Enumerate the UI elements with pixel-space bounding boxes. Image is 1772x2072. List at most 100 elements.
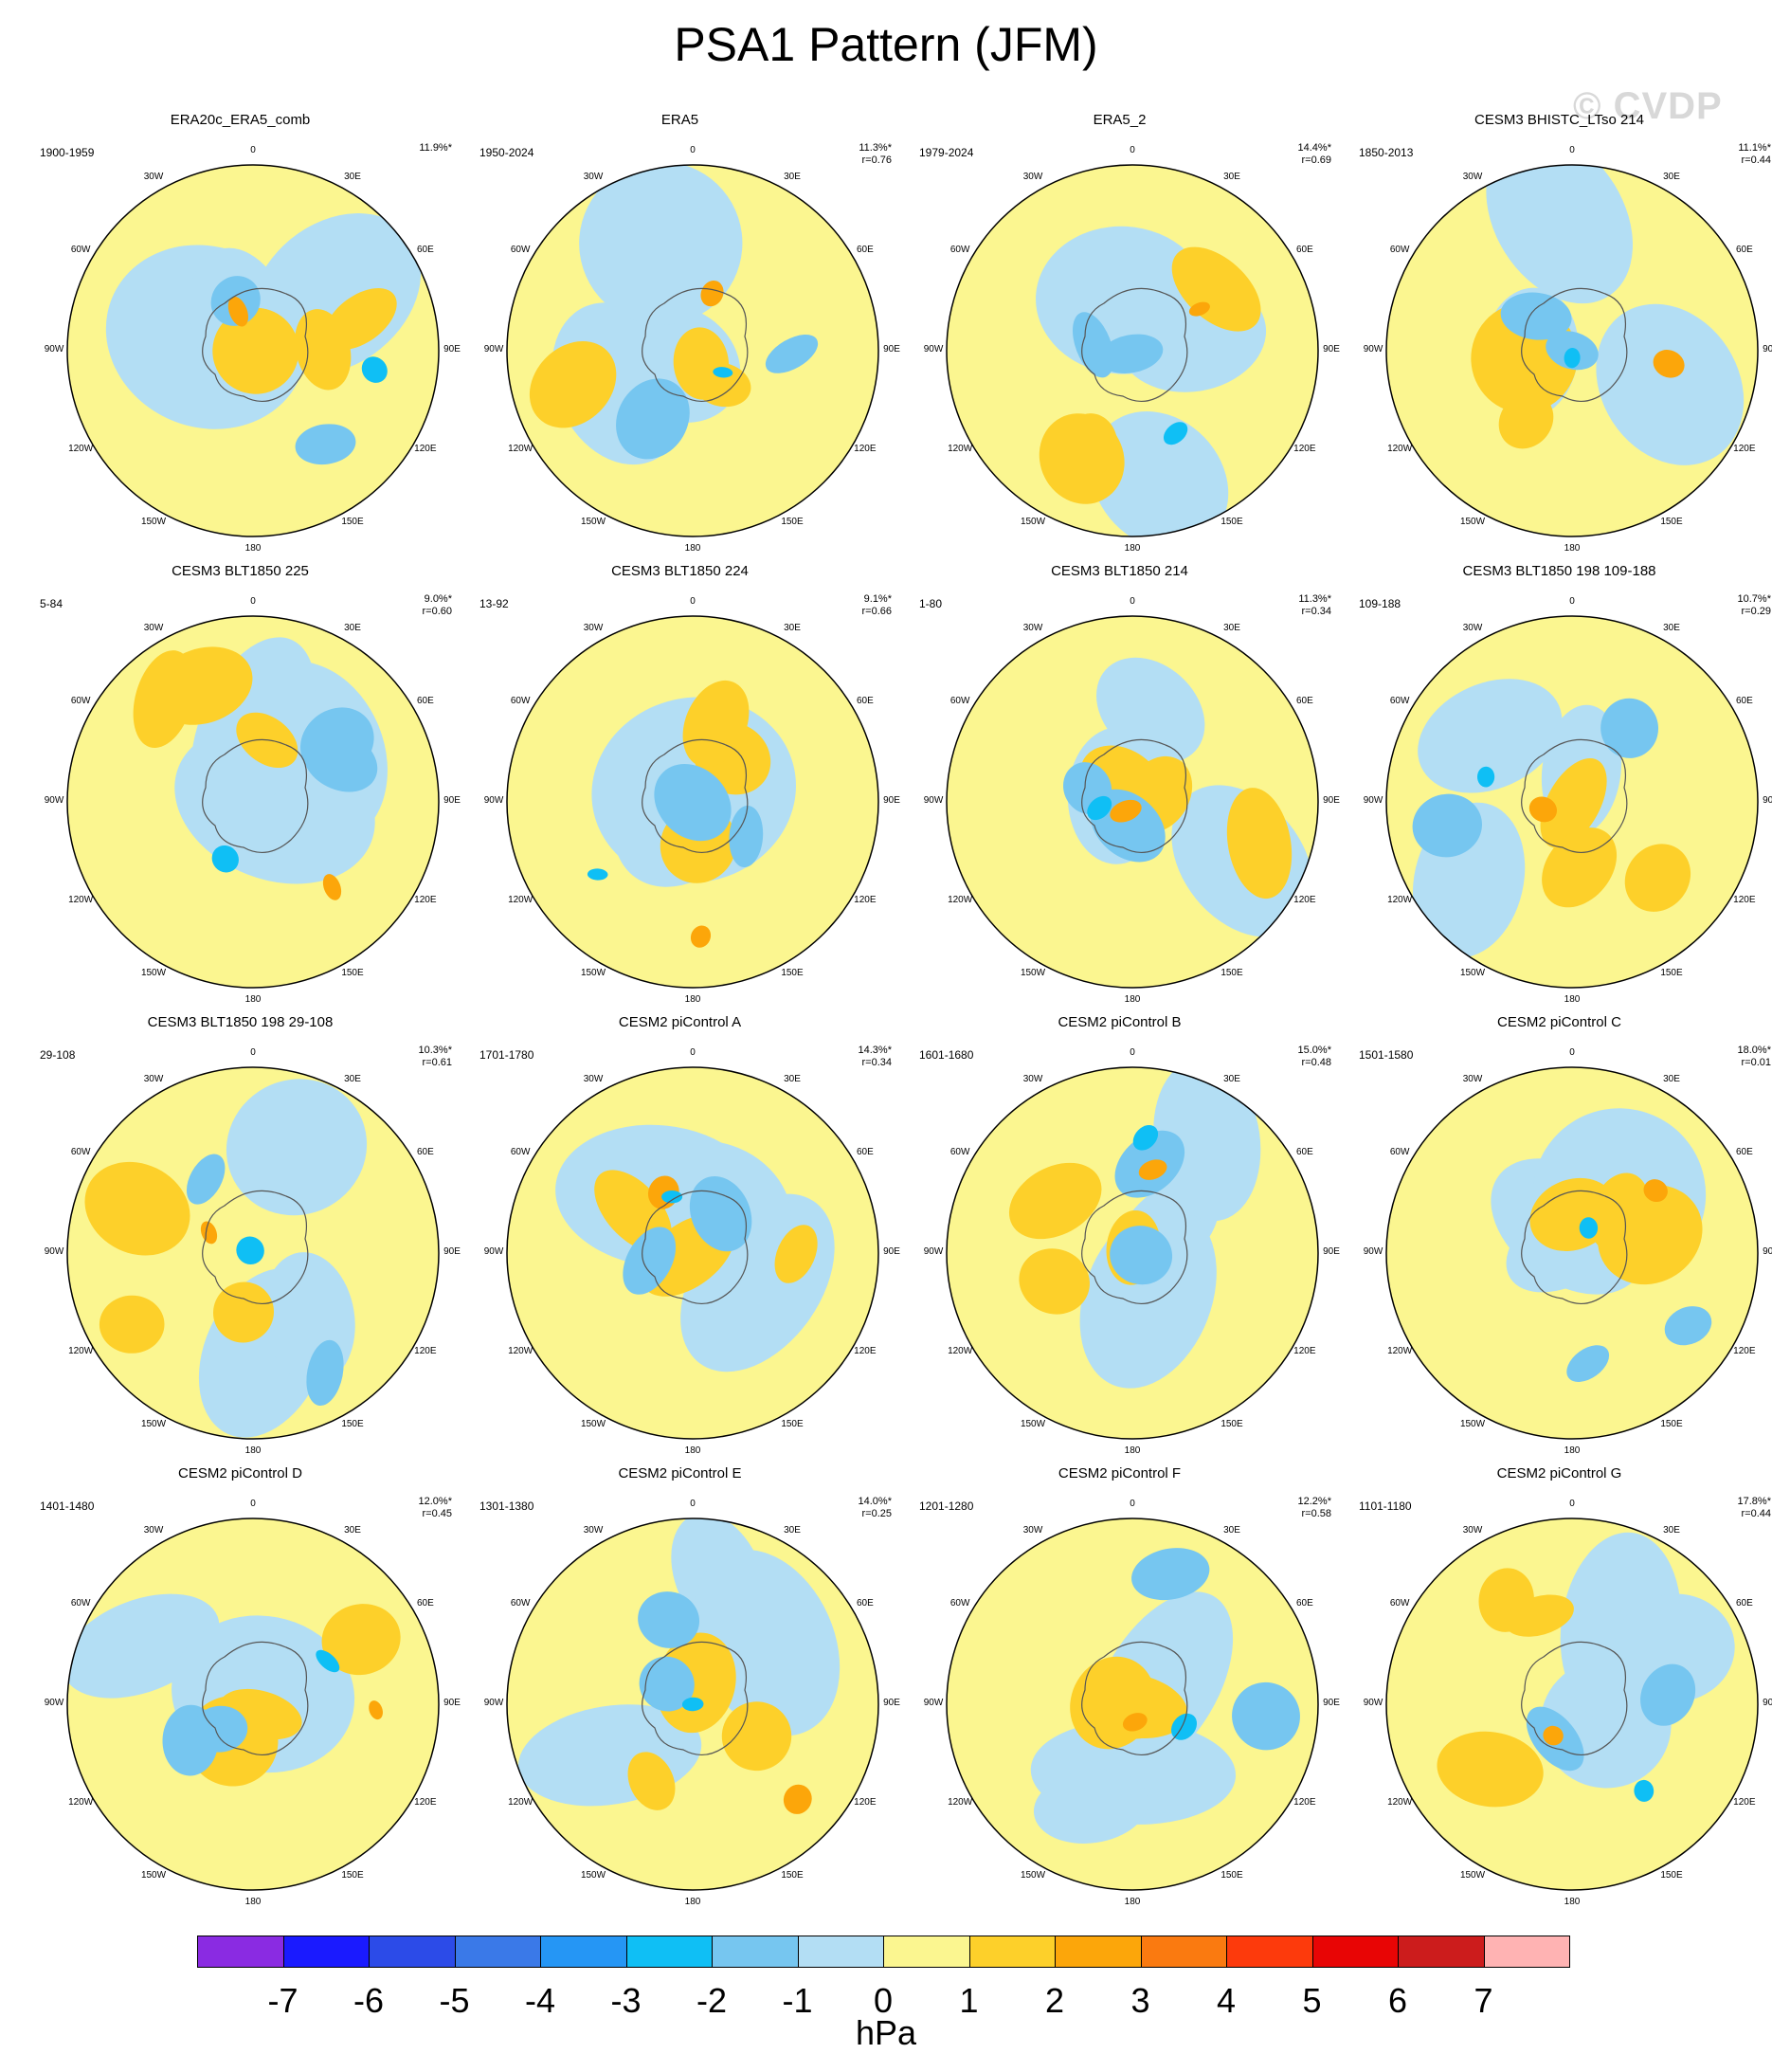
panel-title: CESM2 piControl A	[618, 1014, 742, 1030]
longitude-label: 90W	[483, 344, 504, 354]
anomaly-contour	[1122, 1713, 1148, 1732]
polar-map	[946, 164, 1319, 537]
map-boundary	[506, 1066, 879, 1440]
panel-correlation: r=0.60	[422, 606, 453, 617]
panel-percent: 15.0%*	[1297, 1045, 1331, 1056]
longitude-label: 30W	[583, 623, 604, 634]
map-boundary	[946, 164, 1319, 537]
longitude-label: 180	[1564, 1445, 1581, 1456]
panel-years: 1301-1380	[479, 1499, 534, 1513]
longitude-label: 120E	[414, 1797, 437, 1808]
longitude-label: 90W	[1363, 1698, 1383, 1708]
longitude-label: 30E	[344, 1074, 361, 1085]
longitude-label: 150W	[580, 967, 606, 978]
longitude-label: 180	[1124, 1445, 1141, 1456]
panel-title: CESM2 piControl E	[618, 1465, 742, 1481]
longitude-label: 30E	[1223, 623, 1240, 634]
longitude-label: 150E	[1221, 516, 1243, 527]
anomaly-contour	[1634, 1779, 1654, 1802]
anomaly-contour	[1579, 1217, 1599, 1239]
longitude-label: 60E	[1735, 1147, 1753, 1157]
longitude-label: 30E	[344, 623, 361, 634]
longitude-label: 120E	[1733, 1797, 1756, 1808]
longitude-label: 120W	[508, 444, 533, 454]
longitude-label: 60W	[949, 696, 970, 706]
longitude-label: 180	[244, 1445, 262, 1456]
polar-map	[946, 615, 1319, 989]
longitude-label: 120E	[1733, 444, 1756, 454]
anomaly-contour	[212, 1281, 275, 1343]
longitude-label: 150W	[1459, 1418, 1486, 1429]
longitude-label: 30W	[583, 1525, 604, 1536]
anomaly-contour	[1232, 1681, 1300, 1751]
longitude-label: 30W	[1462, 172, 1483, 183]
longitude-label: 120E	[854, 444, 877, 454]
longitude-label: 30E	[784, 172, 801, 183]
anomaly-contour	[99, 1295, 165, 1354]
anomaly-contour	[783, 1784, 812, 1814]
longitude-label: 120W	[1387, 1346, 1413, 1356]
map-panel: CESM2 piControl E 1301-1380 14.0%* r=0.25 0 3…	[461, 1465, 900, 1911]
antarctica-coastline	[642, 1641, 749, 1756]
anomaly-contour	[1110, 1226, 1173, 1285]
antarctica-coastline	[202, 287, 309, 403]
anomaly-contour	[700, 280, 724, 307]
longitude-label: 90E	[883, 1698, 900, 1708]
panel-title: CESM3 BLT1850 214	[1051, 563, 1188, 579]
longitude-label: 150E	[781, 516, 804, 527]
anomaly-contour	[306, 1339, 344, 1407]
longitude-label: 90W	[1363, 795, 1383, 806]
panel-percent: 12.0%*	[418, 1496, 452, 1507]
anomaly-contour	[369, 1700, 383, 1720]
colorbar-swatch	[1398, 1936, 1485, 1968]
panel-correlation: r=0.34	[861, 1057, 893, 1068]
anomaly-contour	[1019, 1248, 1090, 1315]
map-panel: CESM3 BLT1850 224 13-92 9.1%* r=0.66 0 30E 60E…	[461, 563, 900, 1009]
panel-correlation: r=0.61	[422, 1057, 453, 1068]
anomaly-contour	[661, 1190, 683, 1204]
colorbar-swatch	[197, 1936, 284, 1968]
longitude-label: 60W	[70, 1147, 91, 1157]
anomaly-contour	[639, 1656, 695, 1712]
longitude-label: 60W	[510, 1147, 531, 1157]
panel-correlation: r=0.66	[861, 606, 893, 617]
longitude-label: 60E	[856, 696, 874, 706]
longitude-label: 60W	[70, 1598, 91, 1609]
polar-map	[1385, 164, 1759, 537]
longitude-label: 30W	[583, 172, 604, 183]
colorbar-tick-label: -2	[696, 1981, 727, 2020]
longitude-label: 60E	[1295, 1147, 1313, 1157]
longitude-label: 90W	[923, 344, 944, 354]
longitude-label: 0	[1569, 1047, 1575, 1058]
panel-correlation: r=0.29	[1741, 606, 1772, 617]
longitude-label: 0	[690, 145, 696, 155]
antarctica-coastline	[1521, 1641, 1628, 1756]
anomaly-contour	[1063, 413, 1118, 477]
panel-title: CESM3 BLT1850 225	[172, 563, 309, 579]
anomaly-contour	[226, 1079, 368, 1216]
longitude-label: 60E	[1295, 696, 1313, 706]
longitude-label: 30E	[784, 1074, 801, 1085]
anomaly-contour	[1643, 1179, 1668, 1203]
anomaly-contour	[322, 874, 342, 900]
anomaly-contour	[236, 1236, 264, 1265]
longitude-label: 180	[1124, 1897, 1141, 1907]
anomaly-contour	[1596, 303, 1745, 465]
map-panel: CESM2 piControl G 1101-1180 17.8%* r=0.44 0 3…	[1340, 1465, 1772, 1911]
longitude-label: 180	[684, 994, 701, 1005]
longitude-label: 60W	[510, 1598, 531, 1609]
longitude-label: 150W	[140, 516, 167, 527]
anomaly-contour	[623, 1227, 677, 1295]
longitude-label: 0	[1569, 1499, 1575, 1509]
panel-correlation: r=0.76	[861, 154, 893, 166]
anomaly-contour	[616, 378, 690, 460]
longitude-label: 180	[1564, 994, 1581, 1005]
colorbar-tick-label: -4	[524, 1981, 555, 2020]
longitude-label: 30W	[1022, 1525, 1043, 1536]
longitude-label: 30W	[1462, 623, 1483, 634]
panel-years: 1601-1680	[919, 1048, 974, 1062]
longitude-label: 30E	[344, 172, 361, 183]
anomaly-contour	[361, 356, 388, 383]
longitude-label: 60W	[949, 245, 970, 255]
longitude-label: 120W	[948, 895, 973, 905]
